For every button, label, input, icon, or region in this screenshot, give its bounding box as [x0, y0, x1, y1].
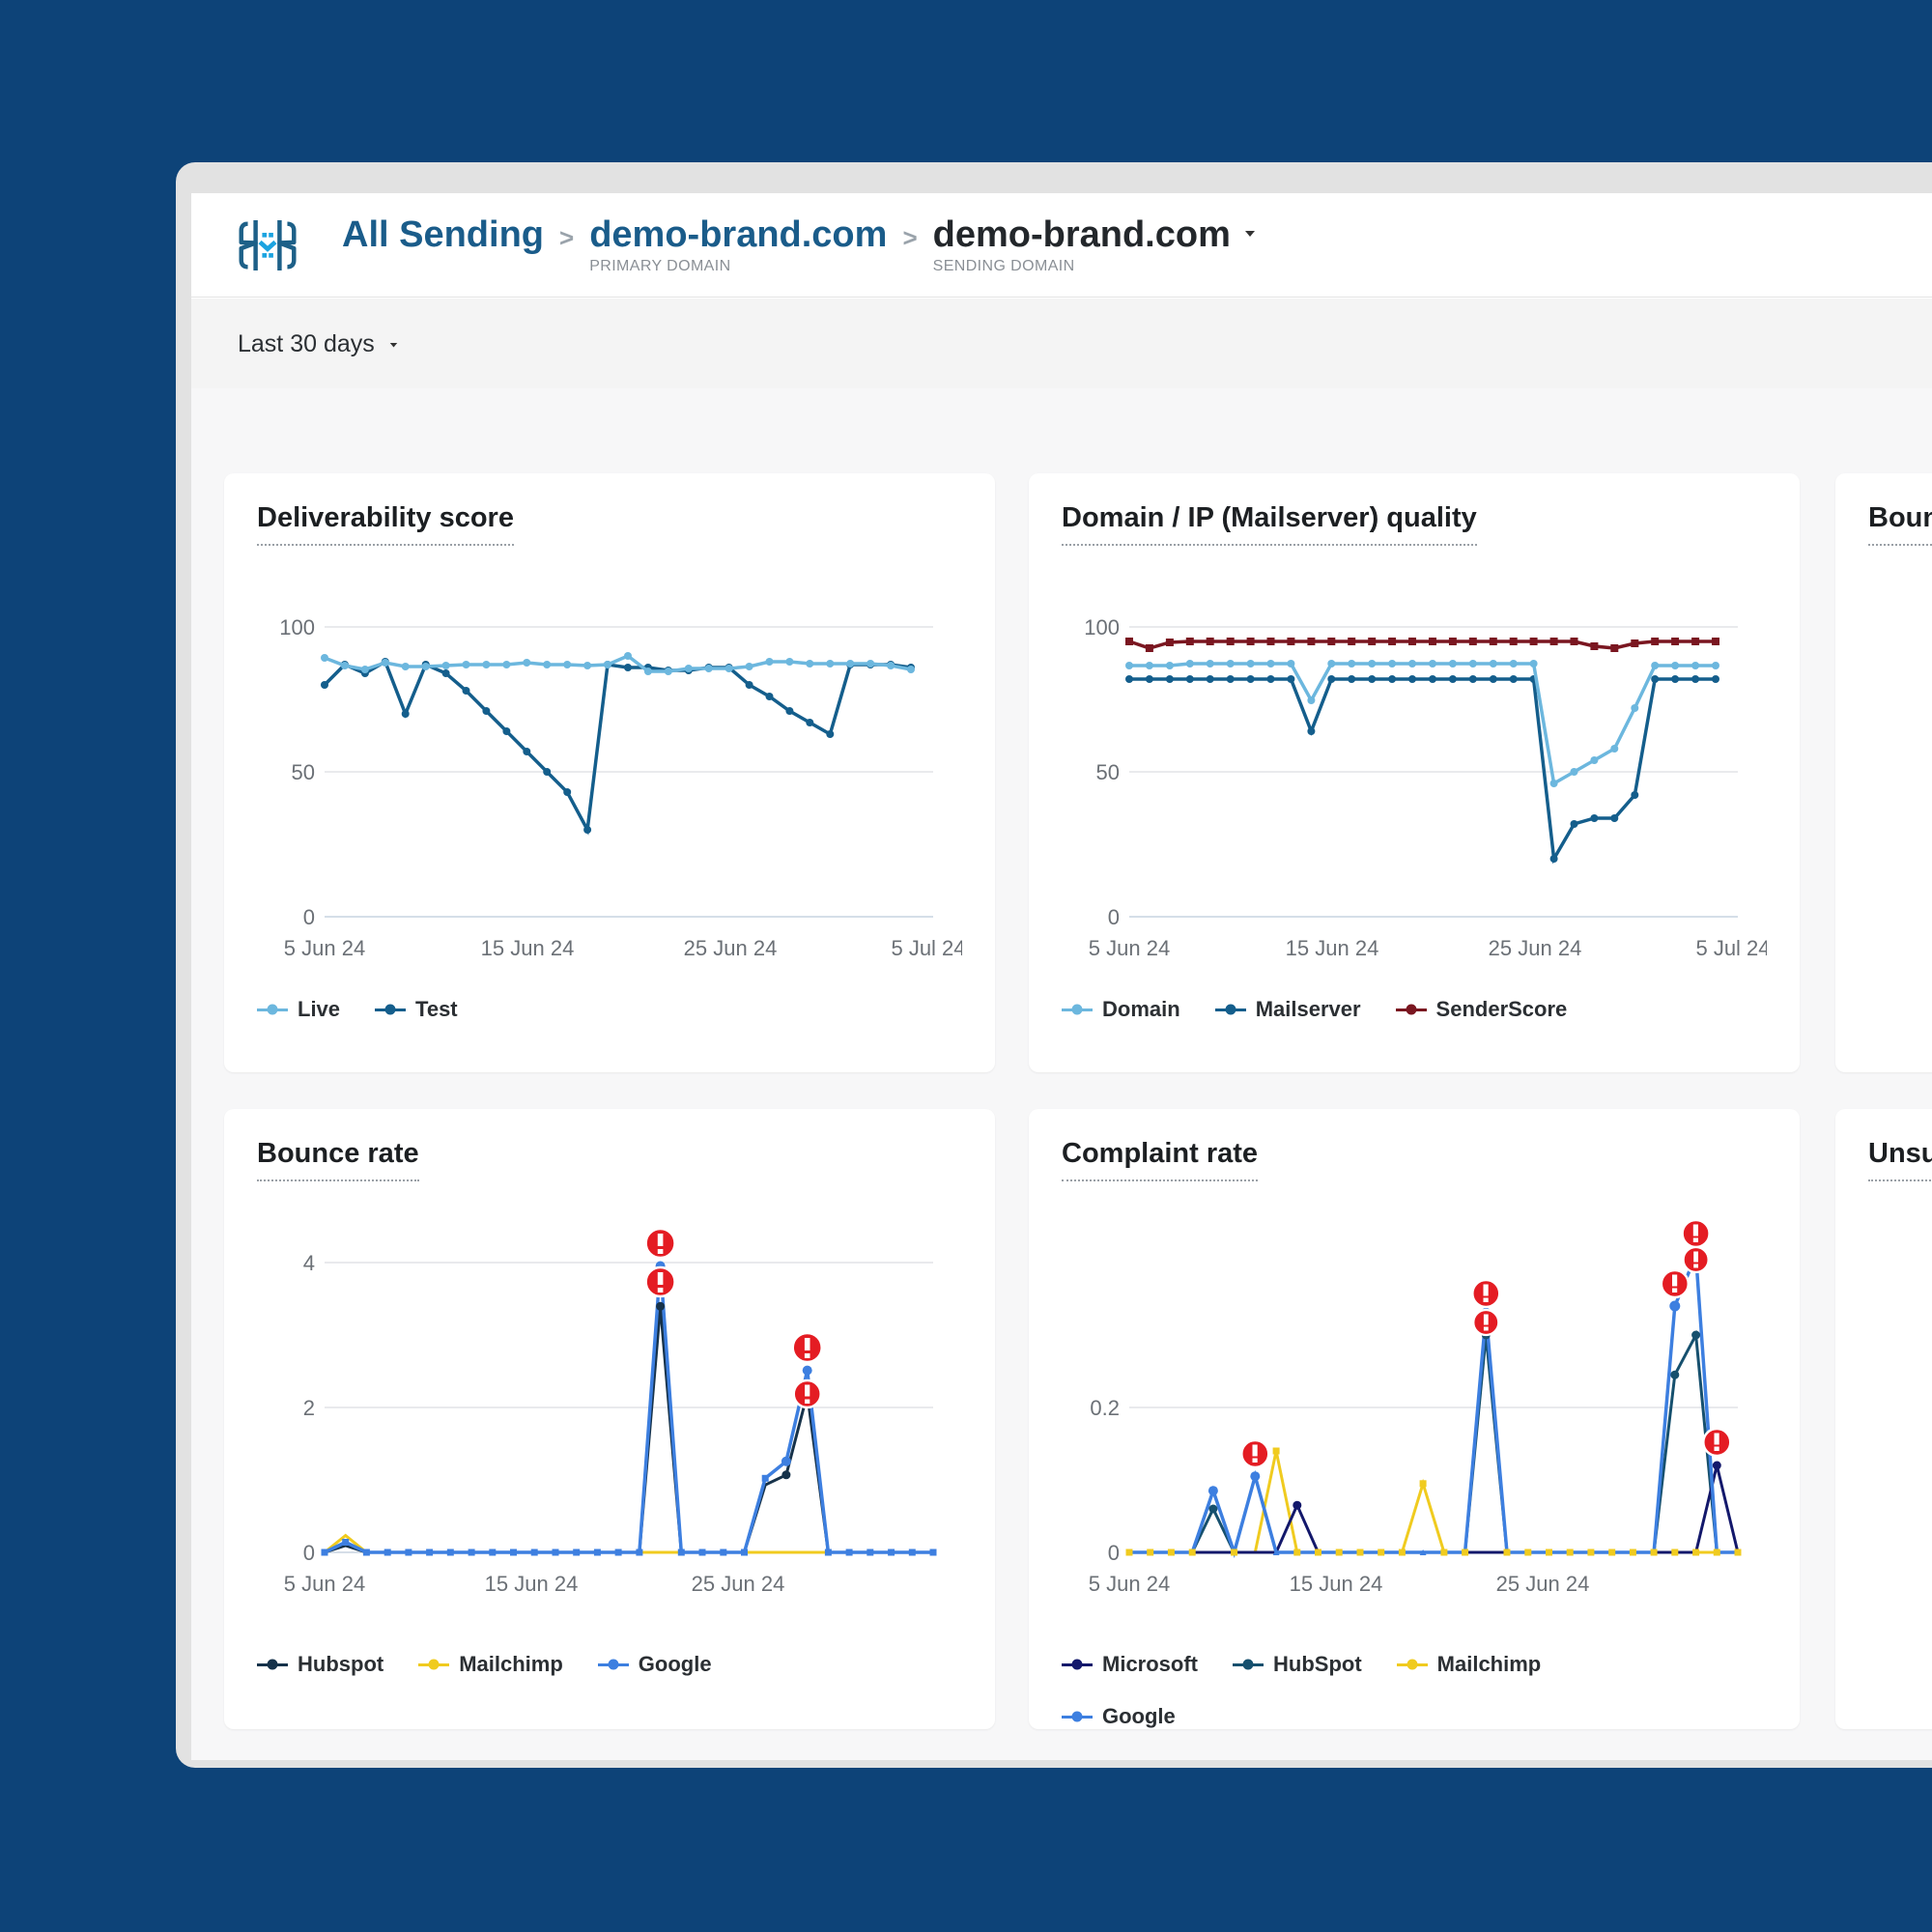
svg-text:0: 0 [303, 905, 315, 929]
svg-text:15 Jun 24: 15 Jun 24 [481, 936, 575, 960]
svg-text:25 Jun 24: 25 Jun 24 [684, 936, 778, 960]
svg-text:5 Jun 24: 5 Jun 24 [284, 936, 365, 960]
svg-text:0: 0 [303, 1541, 315, 1565]
svg-text:25 Jun 24: 25 Jun 24 [1489, 936, 1582, 960]
svg-text:15 Jun 24: 15 Jun 24 [485, 1572, 579, 1596]
svg-text:50: 50 [292, 760, 315, 784]
svg-text:5 Jun 24: 5 Jun 24 [1089, 1572, 1170, 1596]
svg-text:5 Jul 24: 5 Jul 24 [891, 936, 962, 960]
svg-text:0.2: 0.2 [1090, 1396, 1120, 1420]
svg-text:25 Jun 24: 25 Jun 24 [692, 1572, 785, 1596]
svg-text:0: 0 [1108, 905, 1120, 929]
svg-text:15 Jun 24: 15 Jun 24 [1286, 936, 1379, 960]
svg-text:5 Jun 24: 5 Jun 24 [1089, 936, 1170, 960]
svg-text:5 Jul 24: 5 Jul 24 [1695, 936, 1767, 960]
svg-text:25 Jun 24: 25 Jun 24 [1496, 1572, 1590, 1596]
svg-text:100: 100 [1084, 615, 1120, 639]
svg-text:50: 50 [1096, 760, 1120, 784]
svg-text:4: 4 [303, 1251, 315, 1275]
svg-text:15 Jun 24: 15 Jun 24 [1290, 1572, 1383, 1596]
svg-text:100: 100 [279, 615, 315, 639]
svg-text:0: 0 [1108, 1541, 1120, 1565]
svg-text:2: 2 [303, 1396, 315, 1420]
svg-text:5 Jun 24: 5 Jun 24 [284, 1572, 365, 1596]
